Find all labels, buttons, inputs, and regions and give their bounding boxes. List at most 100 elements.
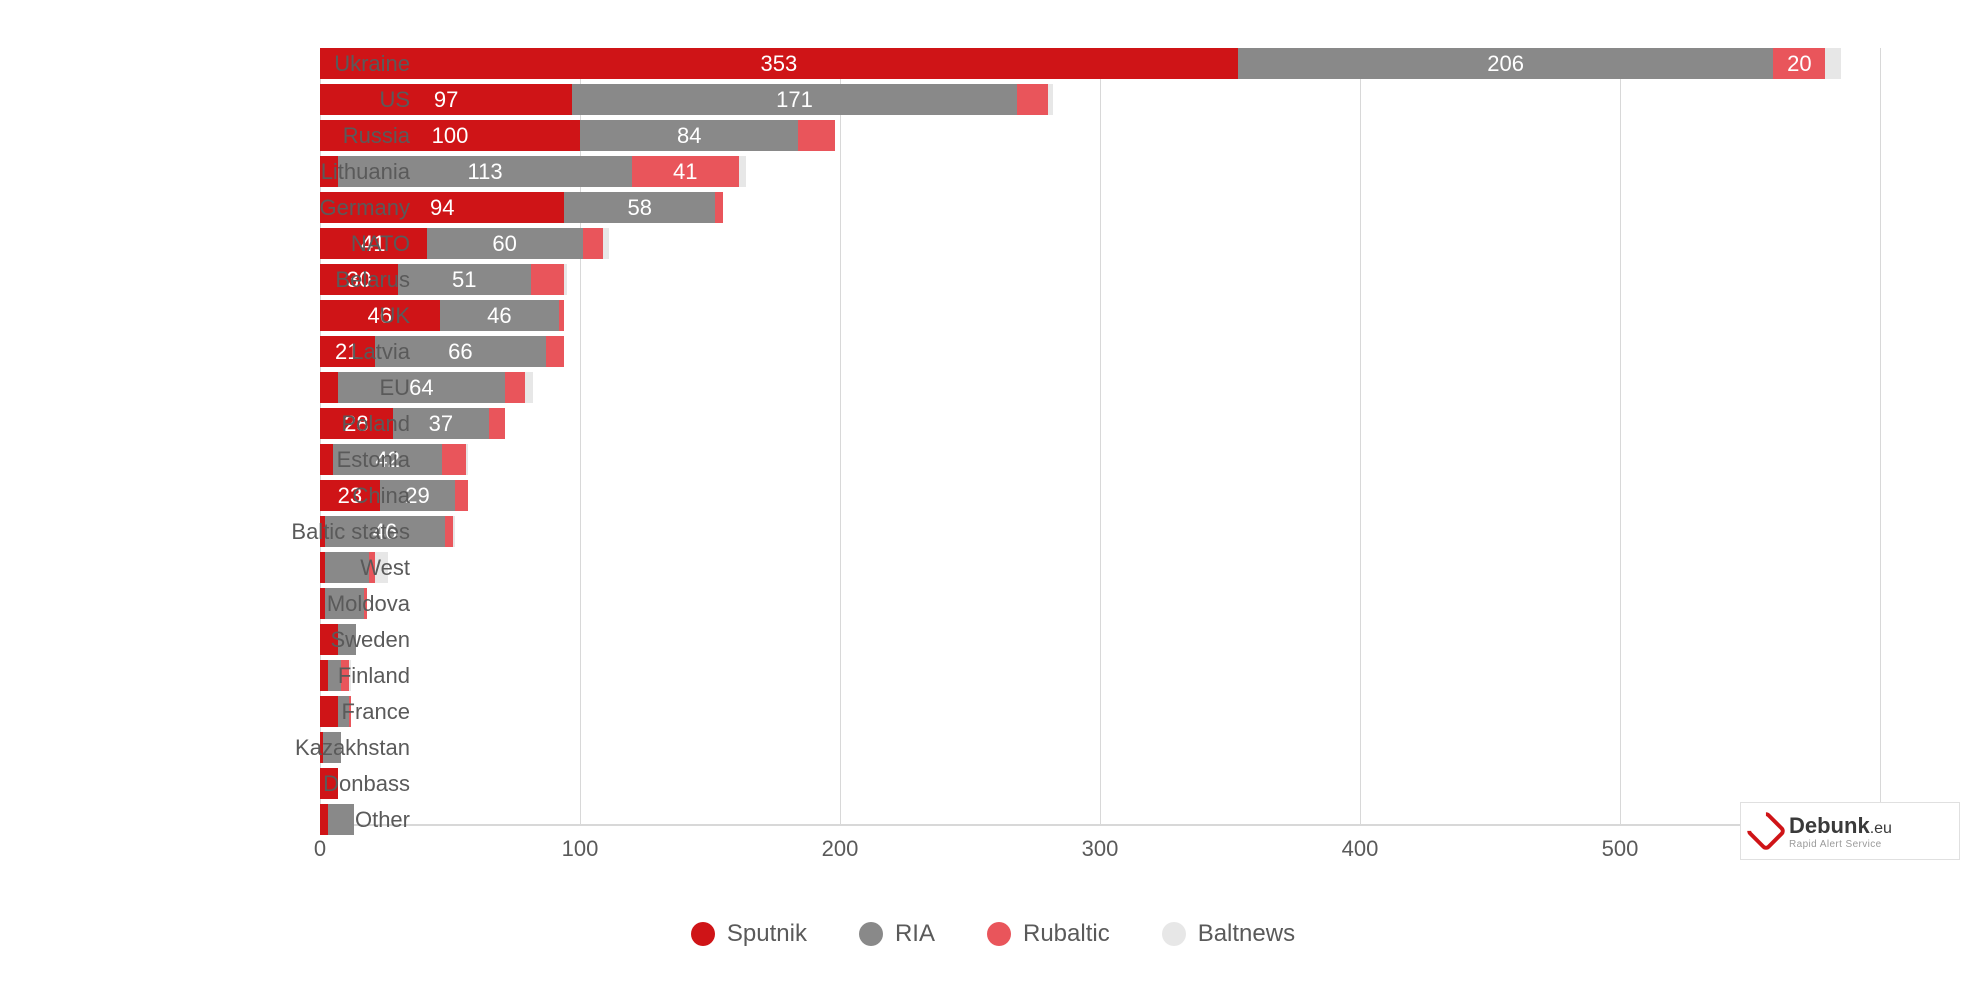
category-label: NATO xyxy=(351,231,410,257)
legend-label: Sputnik xyxy=(727,920,807,948)
bar-segment-ria: 51 xyxy=(398,264,531,295)
bar-segment-rubaltic xyxy=(1017,84,1048,115)
legend-item-baltnews: Baltnews xyxy=(1162,920,1295,948)
bar-row: 64 xyxy=(320,372,1880,403)
bar-row: 9458 xyxy=(320,192,1880,223)
bar-segment-rubaltic xyxy=(798,120,834,151)
gridline xyxy=(1880,48,1881,824)
brand-text: Debunk.eu xyxy=(1789,813,1892,839)
category-label: Russia xyxy=(343,123,410,149)
legend-item-rubaltic: Rubaltic xyxy=(987,920,1110,948)
bar-row: 42 xyxy=(320,444,1880,475)
category-label: Ukraine xyxy=(334,51,410,77)
bar-segment-rubaltic xyxy=(442,444,465,475)
category-label: Poland xyxy=(341,411,410,437)
bar-row: 46 xyxy=(320,516,1880,547)
bar-row xyxy=(320,696,1880,727)
bar-row: 2329 xyxy=(320,480,1880,511)
bar-row: 35320620 xyxy=(320,48,1880,79)
bar-row xyxy=(320,660,1880,691)
bar-segment-baltnews xyxy=(525,372,533,403)
bar-segment-sputnik: 353 xyxy=(320,48,1238,79)
category-label: Sweden xyxy=(330,627,410,653)
category-label: Belarus xyxy=(335,267,410,293)
bar-segment-sputnik xyxy=(320,804,328,835)
legend-label: Baltnews xyxy=(1198,920,1295,948)
bar-segment-baltnews xyxy=(564,264,567,295)
category-label: Germany xyxy=(320,195,410,221)
category-label: Kazakhstan xyxy=(295,735,410,761)
bar-row xyxy=(320,624,1880,655)
legend-dot-icon xyxy=(1162,922,1186,946)
bar-segment-baltnews xyxy=(453,516,456,547)
bar-segment-sputnik: 97 xyxy=(320,84,572,115)
bar-segment-rubaltic xyxy=(489,408,505,439)
legend: Sputnik RIA Rubaltic Baltnews xyxy=(0,920,1986,948)
legend-dot-icon xyxy=(859,922,883,946)
bar-row: 10084 xyxy=(320,120,1880,151)
brand-logo-icon xyxy=(1745,810,1787,852)
bar-row xyxy=(320,732,1880,763)
bar-row xyxy=(320,552,1880,583)
bar-segment-baltnews xyxy=(739,156,747,187)
bar-row: 11341 xyxy=(320,156,1880,187)
bar-row xyxy=(320,804,1880,835)
legend-label: RIA xyxy=(895,920,935,948)
legend-dot-icon xyxy=(691,922,715,946)
category-label: Baltic states xyxy=(291,519,410,545)
bar-row: 3051 xyxy=(320,264,1880,295)
bar-segment-rubaltic: 41 xyxy=(632,156,739,187)
bar-segment-rubaltic xyxy=(531,264,565,295)
bar-segment-sputnik xyxy=(320,444,333,475)
legend-item-ria: RIA xyxy=(859,920,935,948)
bar-row: 2837 xyxy=(320,408,1880,439)
category-label: Latvia xyxy=(351,339,410,365)
bar-segment-sputnik xyxy=(320,372,338,403)
brand-name: Debunk xyxy=(1789,813,1870,838)
bar-segment-baltnews xyxy=(1048,84,1053,115)
bar-segment-baltnews xyxy=(1825,48,1841,79)
category-label: Finland xyxy=(338,663,410,689)
bar-segment-ria: 64 xyxy=(338,372,504,403)
brand-tagline: Rapid Alert Service xyxy=(1789,839,1892,850)
brand-suffix: .eu xyxy=(1870,820,1892,837)
bar-segment-rubaltic xyxy=(715,192,723,223)
bar-row: 4160 xyxy=(320,228,1880,259)
category-label: Other xyxy=(355,807,410,833)
category-label: Estonia xyxy=(337,447,410,473)
bar-segment-baltnews xyxy=(466,444,469,475)
bar-segment-rubaltic xyxy=(455,480,468,511)
category-label: France xyxy=(342,699,410,725)
category-label: Donbass xyxy=(323,771,410,797)
category-label: Moldova xyxy=(327,591,410,617)
bar-segment-rubaltic xyxy=(546,336,564,367)
category-label: Lithuania xyxy=(321,159,410,185)
bar-segment-ria: 46 xyxy=(440,300,560,331)
bar-segment-ria: 58 xyxy=(564,192,715,223)
category-label: EU xyxy=(379,375,410,401)
bar-segment-sputnik xyxy=(320,660,328,691)
brand-text-block: Debunk.eu Rapid Alert Service xyxy=(1789,813,1892,850)
legend-dot-icon xyxy=(987,922,1011,946)
bar-row: 4646 xyxy=(320,300,1880,331)
bar-segment-rubaltic xyxy=(559,300,564,331)
bar-segment-sputnik xyxy=(320,696,338,727)
category-label: US xyxy=(379,87,410,113)
legend-item-sputnik: Sputnik xyxy=(691,920,807,948)
bar-segment-ria: 206 xyxy=(1238,48,1774,79)
category-label: China xyxy=(353,483,410,509)
bar-row: 97171 xyxy=(320,84,1880,115)
bar-row: 2166 xyxy=(320,336,1880,367)
brand-badge: Debunk.eu Rapid Alert Service xyxy=(1740,802,1960,860)
legend-label: Rubaltic xyxy=(1023,920,1110,948)
bar-segment-baltnews xyxy=(603,228,608,259)
category-label: UK xyxy=(379,303,410,329)
bar-segment-ria: 171 xyxy=(572,84,1017,115)
bar-segment-rubaltic: 20 xyxy=(1773,48,1825,79)
plot-area: 0100200300400500600353206209717110084113… xyxy=(320,48,1880,826)
bar-row xyxy=(320,768,1880,799)
bar-segment-ria xyxy=(328,804,354,835)
bar-segment-rubaltic xyxy=(445,516,453,547)
bar-segment-rubaltic xyxy=(583,228,604,259)
category-label: West xyxy=(360,555,410,581)
